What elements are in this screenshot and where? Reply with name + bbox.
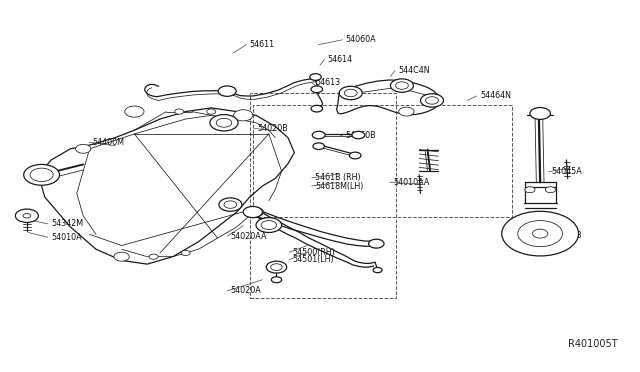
Text: 54613: 54613	[315, 78, 340, 87]
Circle shape	[545, 187, 556, 193]
Circle shape	[219, 198, 242, 211]
Circle shape	[502, 211, 579, 256]
Circle shape	[313, 143, 324, 150]
Text: R401005T: R401005T	[568, 339, 618, 349]
Bar	[253, 105, 512, 217]
Circle shape	[339, 86, 362, 100]
Circle shape	[525, 187, 535, 193]
Circle shape	[311, 105, 323, 112]
Circle shape	[426, 97, 438, 104]
Text: 54618M(LH): 54618M(LH)	[315, 182, 364, 190]
Circle shape	[149, 254, 158, 259]
Text: 54060A: 54060A	[346, 35, 376, 44]
Circle shape	[530, 108, 550, 119]
Text: 5461B (RH): 5461B (RH)	[315, 173, 360, 182]
Circle shape	[243, 206, 262, 218]
Circle shape	[271, 277, 282, 283]
Circle shape	[266, 261, 287, 273]
Circle shape	[532, 229, 548, 238]
Circle shape	[218, 86, 236, 96]
Text: 544C4N: 544C4N	[398, 66, 429, 75]
Circle shape	[210, 115, 238, 131]
Text: 54020B: 54020B	[257, 124, 288, 133]
Circle shape	[76, 144, 91, 153]
Circle shape	[271, 264, 282, 270]
Text: 54020AA: 54020AA	[230, 232, 267, 241]
Text: 54020A: 54020A	[230, 286, 261, 295]
Circle shape	[390, 79, 413, 92]
Circle shape	[224, 201, 237, 208]
Circle shape	[125, 106, 144, 117]
Text: 54464N: 54464N	[480, 92, 511, 100]
Circle shape	[344, 89, 357, 97]
Circle shape	[420, 94, 444, 107]
Text: 54010A: 54010A	[51, 233, 82, 242]
Circle shape	[311, 86, 323, 93]
Circle shape	[352, 131, 365, 139]
Circle shape	[234, 110, 253, 121]
Circle shape	[175, 109, 184, 114]
Circle shape	[518, 221, 563, 247]
Text: 54501(LH): 54501(LH)	[292, 255, 334, 264]
Circle shape	[399, 107, 414, 116]
Circle shape	[310, 74, 321, 80]
Circle shape	[373, 267, 382, 273]
Circle shape	[349, 152, 361, 159]
Text: 54614: 54614	[328, 55, 353, 64]
Circle shape	[261, 221, 276, 230]
Circle shape	[248, 208, 264, 217]
Bar	[250, 93, 396, 298]
Text: 54060B: 54060B	[552, 231, 582, 240]
Circle shape	[312, 131, 325, 139]
Text: 54010AA: 54010AA	[393, 178, 429, 187]
Circle shape	[207, 109, 216, 114]
Circle shape	[23, 214, 31, 218]
Circle shape	[30, 168, 53, 182]
Text: 54611: 54611	[250, 40, 275, 49]
Circle shape	[15, 209, 38, 222]
Text: 54400M: 54400M	[92, 138, 124, 147]
Text: 54342M: 54342M	[51, 219, 83, 228]
Text: 54500(RH): 54500(RH)	[292, 248, 335, 257]
Circle shape	[369, 239, 384, 248]
Circle shape	[396, 82, 408, 89]
Circle shape	[114, 252, 129, 261]
Circle shape	[181, 250, 190, 256]
Text: 54060B: 54060B	[346, 131, 376, 140]
Circle shape	[256, 218, 282, 232]
Text: 54045A: 54045A	[552, 167, 582, 176]
Circle shape	[216, 118, 232, 127]
Circle shape	[24, 164, 60, 185]
